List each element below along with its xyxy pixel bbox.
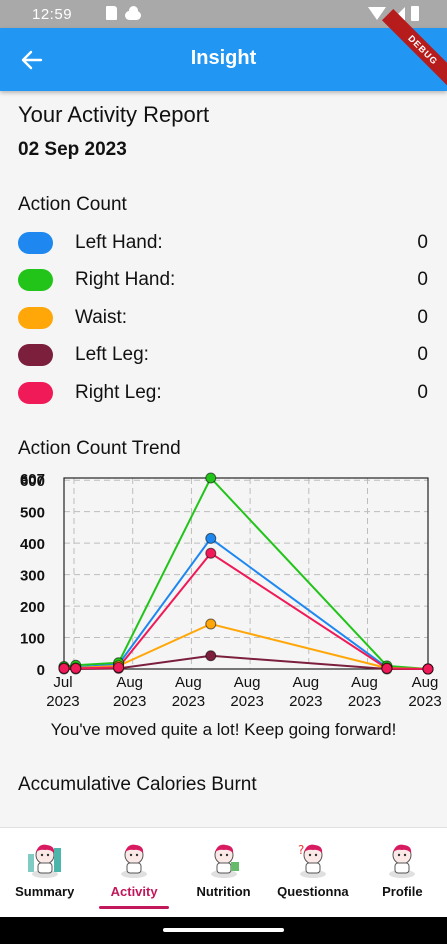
- status-time: 12:59: [32, 6, 73, 23]
- motivation-message: You've moved quite a lot! Keep going for…: [50, 720, 397, 739]
- y-tick-label: 600: [20, 473, 45, 490]
- nav-label: Questionna: [277, 884, 349, 899]
- nav-label: Activity: [110, 884, 158, 899]
- action-label: Waist:: [75, 307, 128, 328]
- action-count-row: Waist: 0: [18, 303, 428, 333]
- active-tab-indicator: [99, 906, 170, 909]
- x-tick-label-month: Aug: [292, 674, 319, 691]
- action-count-row: Right Leg: 0: [18, 378, 428, 408]
- nav-item-activity[interactable]: Activity: [89, 828, 178, 917]
- action-count-trend-title: Action Count Trend: [18, 438, 181, 459]
- x-tick-label-year: 2023: [408, 693, 441, 706]
- insight-content[interactable]: Your Activity Report 02 Sep 2023 Action …: [0, 91, 447, 827]
- action-label: Right Leg:: [75, 382, 162, 403]
- nav-item-profile[interactable]: Profile: [358, 828, 447, 917]
- x-tick-label-month: Jul: [53, 674, 72, 691]
- data-point-0: [205, 532, 217, 544]
- nav-label: Nutrition: [196, 884, 251, 899]
- page-title: Insight: [190, 47, 257, 69]
- arrow-back-icon: [21, 50, 43, 70]
- action-count-row: Right Hand: 0: [18, 265, 428, 295]
- y-tick-label: 500: [20, 505, 45, 522]
- data-point-4: [205, 547, 217, 559]
- home-indicator[interactable]: [163, 928, 284, 932]
- data-point-4: [381, 662, 393, 674]
- y-tick-label: 100: [20, 631, 45, 648]
- report-date: 02 Sep 2023: [18, 139, 127, 160]
- series-line-1: [63, 476, 429, 670]
- svg-text:?: ?: [298, 843, 304, 857]
- action-value: 0: [417, 232, 428, 253]
- data-point-4: [58, 662, 70, 674]
- nav-label: Summary: [15, 884, 75, 899]
- series-line-0: [64, 537, 429, 670]
- action-value: 0: [417, 382, 428, 403]
- y-tick-label: 200: [20, 599, 45, 616]
- battery-icon: [411, 6, 419, 21]
- x-tick-label-month: Aug: [116, 674, 143, 691]
- nutrition-icon: [210, 844, 239, 878]
- x-tick-label-year: 2023: [113, 693, 146, 706]
- back-button[interactable]: [14, 42, 50, 78]
- nav-item-nutrition[interactable]: Nutrition: [179, 828, 268, 917]
- action-count-row: Left Hand: 0: [18, 228, 428, 258]
- action-label: Right Hand:: [75, 269, 176, 290]
- sd-card-icon: [106, 6, 117, 20]
- color-swatch: [18, 307, 53, 329]
- gesture-bar: [0, 917, 447, 944]
- data-point-4: [70, 662, 82, 674]
- profile-icon: [389, 844, 416, 878]
- color-swatch: [18, 344, 53, 366]
- action-label: Left Leg:: [75, 344, 149, 365]
- cloud-icon: [125, 5, 141, 20]
- y-tick-label: 400: [20, 536, 45, 553]
- action-count-row: Left Leg: 0: [18, 340, 428, 370]
- summary-icon: [27, 844, 61, 878]
- x-tick-label-year: 2023: [289, 693, 322, 706]
- data-point-3: [205, 650, 217, 662]
- data-point-4: [422, 663, 434, 675]
- app-bar: Insight DEBUG: [0, 8, 447, 92]
- data-point-1: [205, 472, 217, 484]
- color-swatch: [18, 382, 53, 404]
- x-tick-label-month: Aug: [175, 674, 202, 691]
- questionnaire-icon: ?: [298, 843, 326, 878]
- plot-frame: [63, 477, 429, 670]
- action-value: 0: [417, 269, 428, 290]
- x-tick-label-year: 2023: [172, 693, 205, 706]
- calories-title: Accumulative Calories Burnt: [18, 774, 257, 795]
- nav-item-summary[interactable]: Summary: [0, 828, 89, 917]
- nav-label: Profile: [382, 884, 423, 899]
- nav-item-questionna[interactable]: ? Questionna: [268, 828, 357, 917]
- color-swatch: [18, 232, 53, 254]
- wifi-icon: [368, 7, 386, 20]
- x-tick-label-month: Aug: [351, 674, 378, 691]
- action-label: Left Hand:: [75, 232, 163, 253]
- x-tick-label-year: 2023: [348, 693, 381, 706]
- y-tick-label: 607: [20, 471, 45, 488]
- status-bar: 12:59: [0, 0, 447, 28]
- action-count-title: Action Count: [18, 194, 127, 215]
- x-tick-label-year: 2023: [46, 693, 79, 706]
- activity-icon: [121, 844, 148, 878]
- bottom-navigation: Summary Activity Nutrition? Questionna Profi…: [0, 827, 447, 917]
- x-tick-label-year: 2023: [230, 693, 263, 706]
- x-tick-label-month: Aug: [234, 674, 261, 691]
- action-value: 0: [417, 307, 428, 328]
- data-point-4: [113, 661, 125, 673]
- color-swatch: [18, 269, 53, 291]
- x-tick-label-month: Aug: [412, 674, 439, 691]
- report-title: Your Activity Report: [18, 102, 210, 127]
- data-point-2: [205, 618, 217, 630]
- y-tick-label: 300: [20, 568, 45, 585]
- y-tick-label: 0: [37, 662, 45, 679]
- action-value: 0: [417, 344, 428, 365]
